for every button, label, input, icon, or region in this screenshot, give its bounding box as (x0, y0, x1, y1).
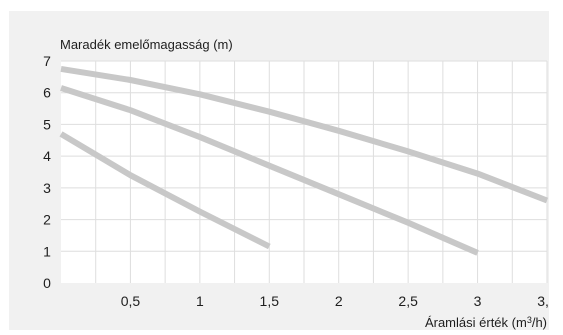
y-tick-label: 2 (43, 212, 51, 228)
y-tick-label: 6 (43, 85, 51, 101)
pump-curve-chart: 0 1 2 3 4 5 6 7 0,5 1 1,5 2 2,5 3 3,5 Maradék emelőma… (43, 37, 557, 330)
y-tick-label: 7 (43, 53, 51, 69)
y-tick-labels: 0 1 2 3 4 5 6 7 (43, 53, 51, 291)
x-tick-labels: 0,5 1 1,5 2 2,5 3 3,5 (121, 293, 557, 309)
x-tick-label: 3,5 (537, 293, 549, 309)
x-tick-label: 1,5 (260, 293, 280, 309)
y-tick-label: 1 (43, 243, 51, 259)
y-tick-label: 4 (43, 148, 51, 164)
series-line-3 (59, 131, 271, 250)
x-tick-label: 2,5 (398, 293, 418, 309)
series-line-1 (60, 65, 549, 204)
y-tick-label: 0 (43, 275, 51, 291)
x-tick-label: 3 (474, 293, 482, 309)
y-axis-label: Maradék emelőmagasság (m) (60, 37, 233, 52)
x-tick-label: 1 (196, 293, 204, 309)
grid (61, 60, 548, 283)
chart-panel: 0 1 2 3 4 5 6 7 0,5 1 1,5 2 2,5 3 3,5 Maradék emelőma… (9, 11, 557, 330)
x-axis-label: Áramlási érték (m3/h) (425, 315, 547, 330)
y-tick-label: 3 (43, 180, 51, 196)
y-tick-label: 5 (43, 116, 51, 132)
x-tick-label: 0,5 (121, 293, 141, 309)
series-group (59, 65, 549, 256)
x-tick-label: 2 (335, 293, 343, 309)
series-line-2 (60, 85, 479, 256)
